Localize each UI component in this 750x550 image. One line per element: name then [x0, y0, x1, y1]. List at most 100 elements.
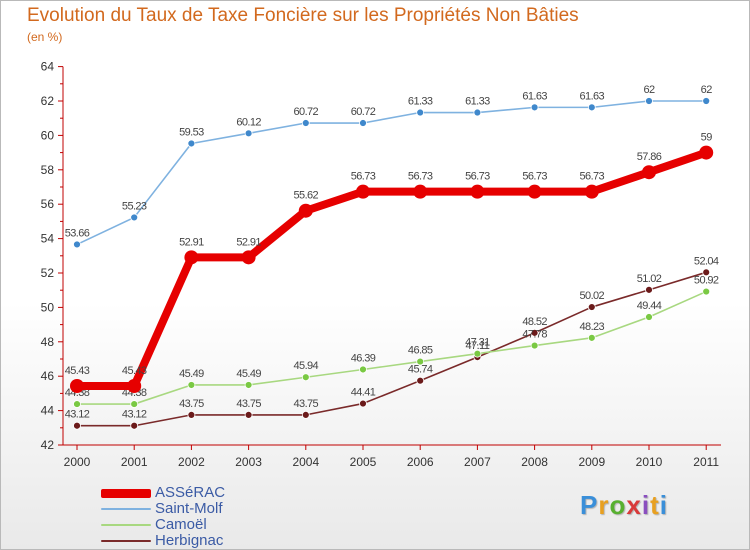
data-label-camo-l: 45.49: [236, 368, 261, 380]
data-point-camo-l: [587, 333, 596, 342]
x-tick-label: 2006: [407, 455, 434, 469]
chart-title: Evolution du Taux de Taxe Foncière sur l…: [27, 5, 579, 26]
data-label-camo-l: 46.39: [351, 352, 376, 364]
y-tick-label: 50: [41, 300, 55, 314]
legend-label: Camoël: [155, 516, 207, 533]
legend-label: Herbignac: [155, 532, 224, 549]
data-point-camo-l: [359, 365, 367, 374]
data-label-camo-l: 44.38: [65, 387, 90, 399]
data-point-ass-rac: [470, 184, 485, 199]
data-point-camo-l: [130, 400, 139, 408]
data-label-saint-molf: 60.72: [294, 106, 319, 118]
data-point-ass-rac: [70, 379, 84, 394]
data-point-ass-rac: [413, 184, 428, 199]
data-point-herbignac: [702, 268, 711, 277]
data-point-ass-rac: [584, 184, 599, 199]
legend-item-saint-molf: Saint-Molf: [101, 501, 225, 517]
data-point-camo-l: [244, 381, 253, 389]
x-tick-label: 2009: [578, 455, 605, 469]
data-label-ass-rac: 59: [701, 132, 713, 144]
data-point-ass-rac: [699, 145, 714, 160]
data-point-saint-molf: [587, 103, 596, 112]
data-point-saint-molf: [473, 108, 482, 117]
y-tick-label: 54: [41, 232, 55, 246]
logo-letter: i: [659, 490, 668, 520]
data-point-herbignac: [130, 421, 139, 430]
x-tick-label: 2004: [292, 455, 319, 469]
legend-item-herbignac: Herbignac: [101, 533, 225, 549]
y-tick-label: 52: [41, 266, 55, 280]
legend-label: ASSéRAC: [155, 484, 226, 501]
logo-letter: o: [609, 490, 627, 520]
y-tick-label: 58: [41, 163, 55, 177]
x-tick-label: 2001: [121, 455, 148, 469]
x-tick-label: 2008: [521, 455, 548, 469]
y-tick-label: 48: [41, 335, 55, 349]
data-label-herbignac: 48.52: [522, 316, 547, 328]
data-point-ass-rac: [298, 203, 313, 218]
data-point-herbignac: [359, 399, 367, 408]
data-label-saint-molf: 60.12: [236, 116, 261, 128]
data-label-ass-rac: 57.86: [637, 151, 662, 163]
legend: ASSéRAC Saint-Molf Camoël Herbignac: [101, 485, 225, 549]
logo-letter: P: [580, 490, 599, 520]
legend-swatch: [101, 540, 151, 542]
data-label-ass-rac: 56.73: [465, 171, 490, 183]
data-label-ass-rac: 52.91: [179, 236, 204, 248]
data-label-saint-molf: 55.23: [122, 200, 147, 212]
data-label-ass-rac: 56.73: [522, 171, 547, 183]
x-tick-label: 2011: [693, 455, 719, 469]
data-label-saint-molf: 59.53: [179, 126, 204, 138]
data-point-saint-molf: [187, 139, 196, 148]
data-label-ass-rac: 45.43: [65, 365, 90, 377]
data-point-herbignac: [645, 285, 653, 294]
data-point-ass-rac: [127, 379, 142, 394]
legend-label: Saint-Molf: [155, 500, 223, 517]
data-label-herbignac: 50.02: [580, 290, 605, 302]
data-point-camo-l: [702, 287, 711, 296]
data-point-camo-l: [473, 349, 482, 358]
legend-swatch: [101, 524, 151, 526]
data-point-herbignac: [301, 410, 310, 419]
data-label-saint-molf: 53.66: [65, 227, 90, 239]
logo-letter: t: [650, 490, 660, 520]
y-tick-label: 42: [41, 438, 55, 452]
unit-label: (en %): [27, 30, 63, 44]
data-point-ass-rac: [356, 184, 370, 199]
x-tick-label: 2002: [178, 455, 205, 469]
data-label-saint-molf: 61.33: [408, 96, 433, 108]
data-point-ass-rac: [184, 250, 199, 265]
data-point-camo-l: [530, 341, 539, 350]
data-label-ass-rac: 52.91: [236, 236, 261, 248]
data-label-saint-molf: 61.63: [522, 90, 547, 102]
data-label-ass-rac: 55.62: [294, 190, 319, 202]
series-line-saint-molf: [76, 100, 708, 246]
data-label-saint-molf: 61.33: [465, 96, 490, 108]
legend-item-ass-rac: ASSéRAC: [101, 485, 225, 501]
data-point-herbignac: [416, 376, 425, 385]
data-label-herbignac: 43.75: [294, 398, 319, 410]
data-label-herbignac: 52.04: [694, 255, 719, 267]
x-tick-label: 2007: [464, 455, 491, 469]
data-label-camo-l: 44.38: [122, 387, 147, 399]
legend-swatch: [101, 508, 151, 510]
data-point-camo-l: [645, 313, 653, 321]
y-tick-label: 44: [41, 404, 55, 418]
data-point-saint-molf: [73, 240, 81, 249]
y-tick-label: 46: [41, 369, 55, 383]
data-label-herbignac: 43.75: [236, 398, 261, 410]
series-line-ass-rac: [73, 148, 711, 391]
x-tick-label: 2010: [636, 455, 663, 469]
data-point-saint-molf: [130, 213, 139, 222]
data-label-camo-l: 46.85: [408, 345, 433, 357]
data-label-herbignac: 51.02: [637, 273, 662, 285]
data-label-herbignac: 45.74: [408, 364, 433, 376]
data-point-saint-molf: [645, 97, 653, 105]
data-point-ass-rac: [642, 165, 656, 180]
data-point-herbignac: [530, 328, 539, 337]
y-tick-label: 64: [41, 60, 55, 74]
data-point-herbignac: [187, 410, 196, 419]
logo-letter: i: [641, 490, 651, 520]
data-label-camo-l: 45.49: [179, 368, 204, 380]
logo-letter: r: [598, 490, 610, 520]
